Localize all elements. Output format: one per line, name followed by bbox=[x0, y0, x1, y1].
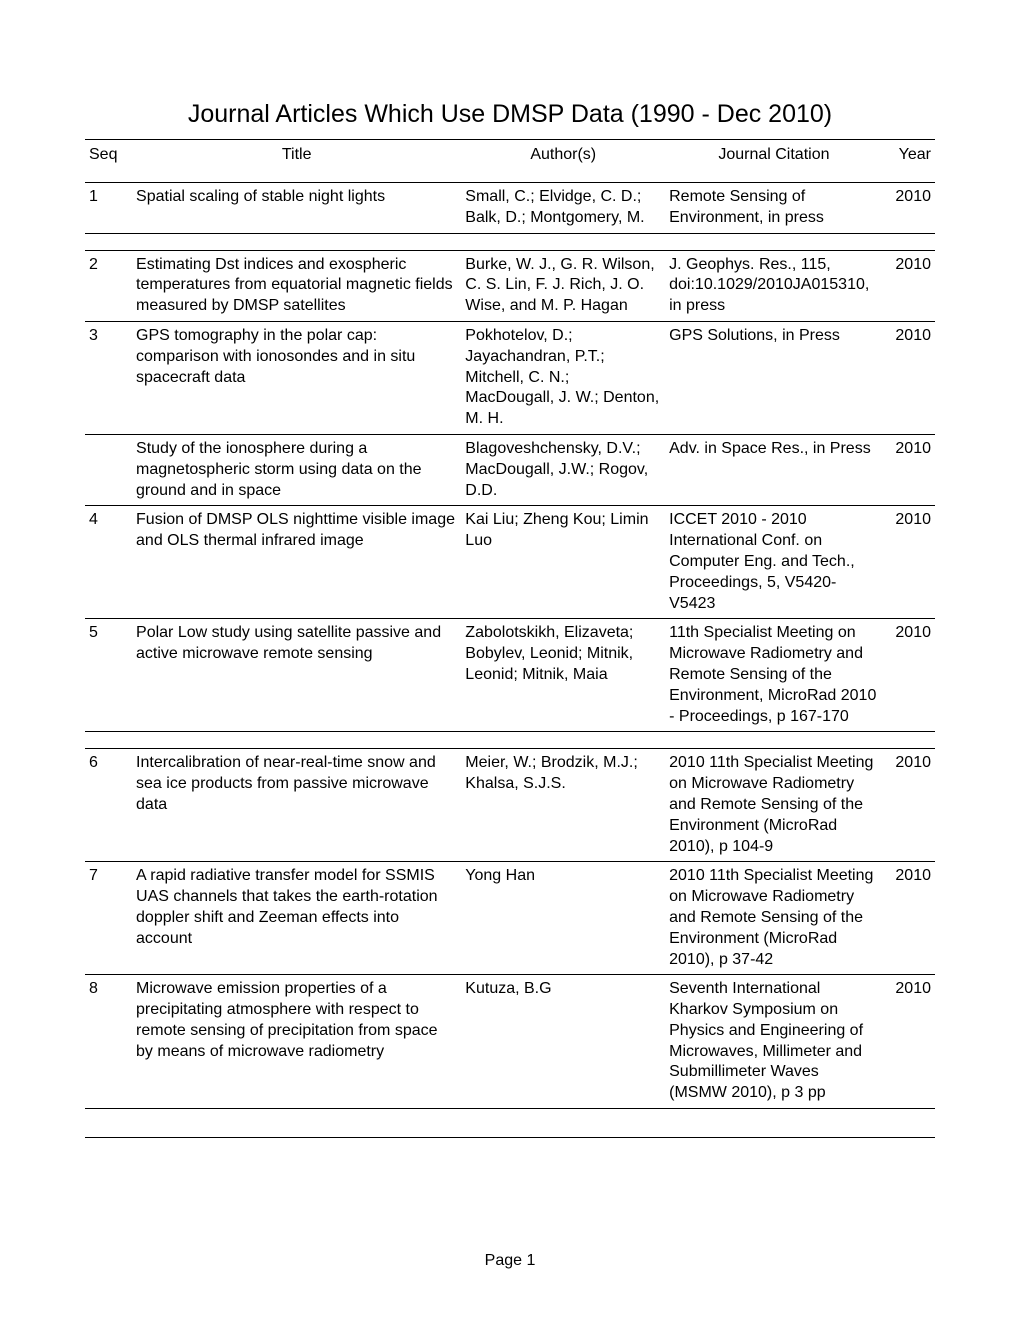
spacer-cell bbox=[85, 233, 935, 250]
cell-seq: 5 bbox=[85, 619, 132, 732]
cell-authors: Meier, W.; Brodzik, M.J.; Khalsa, S.J.S. bbox=[461, 749, 665, 862]
cell-year: 2010 bbox=[883, 975, 935, 1109]
cell-year: 2010 bbox=[883, 749, 935, 862]
cell-citation: ICCET 2010 - 2010 International Conf. on… bbox=[665, 506, 883, 619]
articles-table: Seq Title Author(s) Journal Citation Yea… bbox=[85, 139, 935, 1125]
spacer-cell bbox=[85, 732, 935, 749]
cell-year: 2010 bbox=[883, 250, 935, 321]
header-row: Seq Title Author(s) Journal Citation Yea… bbox=[85, 140, 935, 183]
table-row: 1Spatial scaling of stable night lightsS… bbox=[85, 183, 935, 234]
cell-authors: Kutuza, B.G bbox=[461, 975, 665, 1109]
footer-divider bbox=[85, 1137, 935, 1138]
cell-seq bbox=[85, 434, 132, 505]
header-citation: Journal Citation bbox=[665, 140, 883, 183]
header-year: Year bbox=[883, 140, 935, 183]
cell-year: 2010 bbox=[883, 321, 935, 434]
header-seq: Seq bbox=[85, 140, 132, 183]
cell-year: 2010 bbox=[883, 183, 935, 234]
cell-seq: 2 bbox=[85, 250, 132, 321]
cell-citation: 2010 11th Specialist Meeting on Microwav… bbox=[665, 862, 883, 975]
header-authors: Author(s) bbox=[461, 140, 665, 183]
cell-title: A rapid radiative transfer model for SSM… bbox=[132, 862, 461, 975]
cell-citation: Adv. in Space Res., in Press bbox=[665, 434, 883, 505]
spacer-row bbox=[85, 233, 935, 250]
cell-authors: Kai Liu; Zheng Kou; Limin Luo bbox=[461, 506, 665, 619]
page-number: Page 1 bbox=[0, 1252, 1020, 1270]
spacer-row bbox=[85, 1109, 935, 1126]
spacer-row bbox=[85, 732, 935, 749]
cell-seq: 1 bbox=[85, 183, 132, 234]
cell-citation: J. Geophys. Res., 115, doi:10.1029/2010J… bbox=[665, 250, 883, 321]
table-row: 2Estimating Dst indices and exospheric t… bbox=[85, 250, 935, 321]
cell-title: Microwave emission properties of a preci… bbox=[132, 975, 461, 1109]
table-row: 4Fusion of DMSP OLS nighttime visible im… bbox=[85, 506, 935, 619]
cell-year: 2010 bbox=[883, 619, 935, 732]
cell-title: GPS tomography in the polar cap: compari… bbox=[132, 321, 461, 434]
cell-authors: Blagoveshchensky, D.V.; MacDougall, J.W.… bbox=[461, 434, 665, 505]
page-title: Journal Articles Which Use DMSP Data (19… bbox=[85, 100, 935, 129]
cell-authors: Zabolotskikh, Elizaveta; Bobylev, Leonid… bbox=[461, 619, 665, 732]
cell-seq: 3 bbox=[85, 321, 132, 434]
cell-year: 2010 bbox=[883, 862, 935, 975]
cell-authors: Pokhotelov, D.; Jayachandran, P.T.; Mitc… bbox=[461, 321, 665, 434]
table-row: 6Intercalibration of near-real-time snow… bbox=[85, 749, 935, 862]
cell-title: Estimating Dst indices and exospheric te… bbox=[132, 250, 461, 321]
cell-title: Spatial scaling of stable night lights bbox=[132, 183, 461, 234]
cell-citation: Seventh International Kharkov Symposium … bbox=[665, 975, 883, 1109]
cell-seq: 8 bbox=[85, 975, 132, 1109]
table-row: 5Polar Low study using satellite passive… bbox=[85, 619, 935, 732]
cell-year: 2010 bbox=[883, 506, 935, 619]
cell-title: Study of the ionosphere during a magneto… bbox=[132, 434, 461, 505]
cell-authors: Yong Han bbox=[461, 862, 665, 975]
cell-citation: GPS Solutions, in Press bbox=[665, 321, 883, 434]
table-row: Study of the ionosphere during a magneto… bbox=[85, 434, 935, 505]
cell-seq: 7 bbox=[85, 862, 132, 975]
cell-citation: 11th Specialist Meeting on Microwave Rad… bbox=[665, 619, 883, 732]
table-row: 7A rapid radiative transfer model for SS… bbox=[85, 862, 935, 975]
cell-seq: 4 bbox=[85, 506, 132, 619]
cell-citation: Remote Sensing of Environment, in press bbox=[665, 183, 883, 234]
cell-title: Fusion of DMSP OLS nighttime visible ima… bbox=[132, 506, 461, 619]
cell-citation: 2010 11th Specialist Meeting on Microwav… bbox=[665, 749, 883, 862]
cell-authors: Small, C.; Elvidge, C. D.; Balk, D.; Mon… bbox=[461, 183, 665, 234]
cell-year: 2010 bbox=[883, 434, 935, 505]
cell-seq: 6 bbox=[85, 749, 132, 862]
cell-title: Polar Low study using satellite passive … bbox=[132, 619, 461, 732]
table-row: 8Microwave emission properties of a prec… bbox=[85, 975, 935, 1109]
cell-title: Intercalibration of near-real-time snow … bbox=[132, 749, 461, 862]
table-row: 3GPS tomography in the polar cap: compar… bbox=[85, 321, 935, 434]
spacer-cell bbox=[85, 1109, 935, 1126]
cell-authors: Burke, W. J., G. R. Wilson, C. S. Lin, F… bbox=[461, 250, 665, 321]
header-title: Title bbox=[132, 140, 461, 183]
